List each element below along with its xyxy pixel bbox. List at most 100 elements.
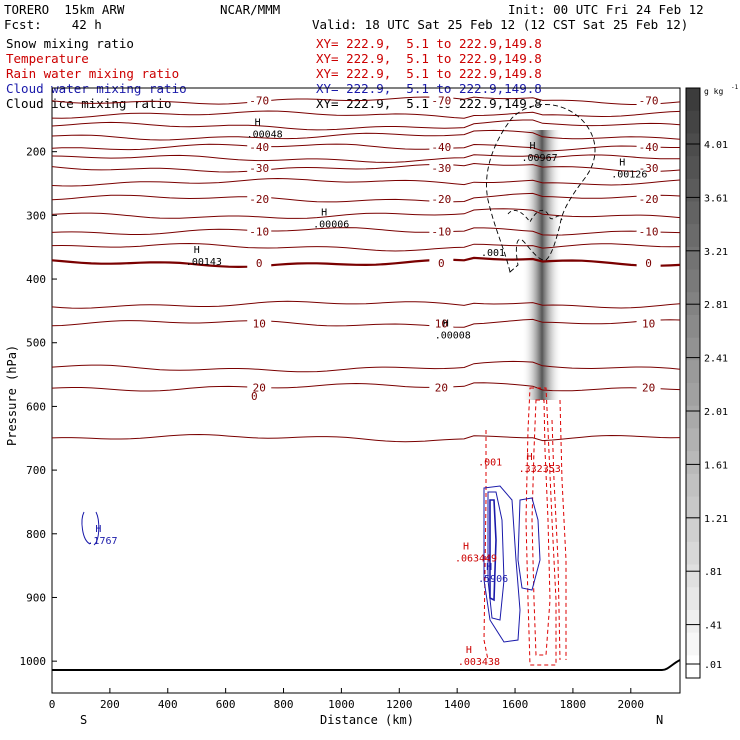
max-value: .00126 — [611, 170, 647, 181]
max-marker: H — [463, 542, 469, 553]
colorbar-cell — [686, 201, 700, 225]
colorbar-cell — [686, 609, 700, 634]
field-name-temperature: Temperature — [6, 51, 89, 66]
colorbar-cell — [686, 360, 700, 384]
model-title: TORERO 15km ARW — [4, 2, 125, 17]
y-tick-label: 400 — [26, 273, 46, 286]
colorbar-cell — [686, 178, 700, 202]
y-tick-label: 700 — [26, 464, 46, 477]
isotherm-label: 0 — [256, 257, 263, 270]
axes-layer: 0 200 400 600 800 1000 1200 1400 1600 1800 2000200… — [20, 146, 645, 711]
isotherm-label: -70 — [249, 95, 269, 108]
isotherm-layer: -70 -70 -70 -40 -40 -40 -30 -30 -30 -20 -20 -20 -10 -… — [51, 93, 681, 443]
isotherm-line — [51, 227, 681, 236]
max-marker: H — [530, 141, 536, 152]
colorbar-tick-label: .41 — [704, 621, 722, 632]
colorbar-cell — [686, 383, 700, 407]
colorbar-cell — [686, 541, 700, 566]
isotherm-label: -40 — [431, 141, 451, 154]
isotherm-label: 20 — [642, 381, 655, 394]
isotherm-label: -20 — [431, 193, 451, 206]
cloud-water-contours — [81, 485, 541, 643]
isotherm-label: -10 — [431, 225, 451, 238]
y-tick-label: 900 — [26, 591, 46, 604]
isotherm-line — [51, 318, 681, 328]
colorbar-cell — [686, 88, 700, 112]
colorbar-cell — [686, 246, 700, 271]
y-tick-label: 300 — [26, 209, 46, 222]
y-tick-label: 1000 — [20, 655, 47, 668]
isotherm-label: -70 — [639, 95, 659, 108]
max-marker: H — [466, 645, 472, 656]
snow-shading — [522, 130, 562, 400]
x-tick-label: 1600 — [502, 698, 529, 711]
isotherm-label-bg — [247, 316, 272, 330]
isotherm-line — [51, 208, 681, 219]
x-tick-label: 2000 — [618, 698, 645, 711]
max-marker: H — [255, 117, 261, 128]
max-value: .001 — [478, 457, 502, 468]
max-value: .001 — [481, 248, 505, 259]
isotherm-label: 20 — [435, 381, 448, 394]
isotherm-label-bg — [429, 93, 454, 107]
colorbar-cell — [686, 473, 700, 497]
isotherm-line — [51, 110, 681, 119]
colorbar: 4.01 3.61 3.21 2.81 2.41 2.01 1.61 1.21 .81 .41 .0… — [685, 84, 739, 679]
isotherm-label-bg — [429, 161, 454, 175]
colorbar-cell — [686, 587, 700, 611]
isotherm-label: -40 — [639, 141, 659, 154]
max-marker: H — [443, 319, 449, 330]
isotherm-label-bg — [429, 256, 454, 270]
colorbar-cell — [686, 405, 700, 429]
colorbar-cell — [686, 428, 700, 452]
isotherm-label: 0 — [645, 257, 652, 270]
rain-contours — [483, 387, 567, 666]
isotherm-line — [51, 143, 680, 152]
colorbar-tick-label: .01 — [704, 660, 722, 671]
org-label: NCAR/MMM — [220, 2, 281, 17]
isotherm-label: -20 — [639, 193, 659, 206]
field-name-rain: Rain water mixing ratio — [6, 66, 180, 81]
isotherm-line — [51, 96, 681, 105]
x-tick-label: 200 — [100, 698, 120, 711]
isotherm-label-bg — [429, 224, 454, 238]
colorbar-cell — [686, 269, 700, 293]
isotherm-line — [51, 192, 681, 203]
isotherm-line — [51, 433, 681, 443]
max-value: .00143 — [186, 257, 222, 268]
field-name-snow: Snow mixing ratio — [6, 36, 134, 51]
colorbar-tick-label: .81 — [704, 567, 722, 578]
isotherm-label: -40 — [249, 141, 269, 154]
y-tick-label: 500 — [26, 337, 46, 350]
colorbar-cell — [686, 519, 700, 543]
cloud-ice-contour-inner — [507, 209, 563, 223]
isotherm-label: -30 — [249, 162, 269, 175]
isotherm-label: 10 — [253, 318, 266, 331]
x-tick-label: 1800 — [560, 698, 587, 711]
colorbar-tick-label: 3.21 — [704, 247, 728, 258]
colorbar-tick-label: 1.21 — [704, 514, 728, 525]
colorbar-units: g kg — [704, 87, 723, 96]
colorbar-cell — [686, 156, 700, 180]
colorbar-cell — [686, 451, 700, 475]
valid-time: Valid: 18 UTC Sat 25 Feb 12 (12 CST Sat … — [312, 17, 689, 32]
max-value: .332353 — [519, 464, 561, 475]
isotherm-label: -30 — [639, 162, 659, 175]
colorbar-cell — [686, 564, 700, 588]
isotherm-label-bg — [429, 380, 454, 394]
max-marker: H — [527, 452, 533, 463]
zero-label-2: 0 — [251, 390, 258, 403]
isotherm-label: -70 — [431, 95, 451, 108]
colorbar-tick-label: 2.01 — [704, 407, 728, 418]
isotherm-line — [51, 242, 681, 252]
max-value: .5906 — [478, 574, 508, 585]
field-xy-rain: XY= 222.9, 5.1 to 222.9,149.8 — [316, 66, 542, 81]
field-xy-temperature: XY= 222.9, 5.1 to 222.9,149.8 — [316, 51, 542, 66]
isotherm-line — [51, 119, 681, 131]
y-axis-title: Pressure (hPa) — [5, 345, 19, 446]
isotherm-label-bg — [247, 380, 272, 394]
ground-line — [52, 659, 681, 671]
x-tick-label: 1000 — [328, 698, 355, 711]
isotherm-label-bg — [247, 256, 272, 270]
isotherm-label-bg — [636, 256, 661, 270]
